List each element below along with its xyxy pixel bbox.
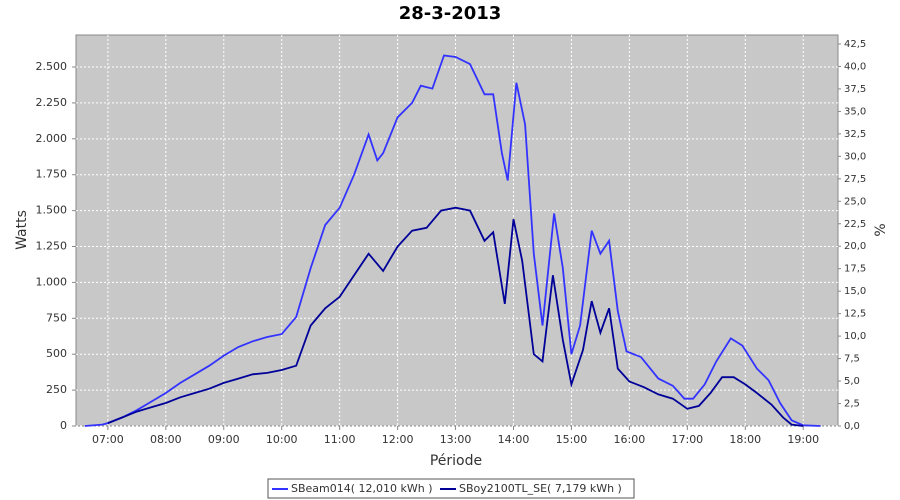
y2-tick-label: 15,0 <box>844 286 866 297</box>
x-tick-label: 13:00 <box>440 433 472 446</box>
y2-axis-label: % <box>873 223 889 236</box>
y2-tick-label: 12,5 <box>844 309 866 320</box>
y-tick-label: 1.250 <box>36 240 68 253</box>
plot-area <box>75 34 839 427</box>
y2-tick-label: 37,5 <box>844 84 866 95</box>
y2-tick-label: 30,0 <box>844 151 866 162</box>
y-tick-label: 2.000 <box>36 132 68 145</box>
x-tick-label: 07:00 <box>92 433 124 446</box>
y2-tick-label: 0,0 <box>844 421 860 432</box>
x-tick-label: 15:00 <box>556 433 588 446</box>
x-tick-label: 11:00 <box>324 433 356 446</box>
y2-tick-label: 17,5 <box>844 264 866 275</box>
y-tick-label: 2.500 <box>36 60 68 73</box>
x-tick-label: 10:00 <box>266 433 298 446</box>
x-tick-label: 16:00 <box>614 433 646 446</box>
x-tick-label: 08:00 <box>150 433 182 446</box>
x-tick-label: 14:00 <box>498 433 530 446</box>
y2-tick-label: 35,0 <box>844 106 866 117</box>
y2-tick-label: 42,5 <box>844 39 866 50</box>
series-line <box>107 206 804 427</box>
x-tick-label: 09:00 <box>208 433 240 446</box>
y2-tick-label: 7,5 <box>844 354 860 365</box>
legend-label: SBoy2100TL_SE( 7,179 kWh ) <box>459 482 622 495</box>
y2-tick-label: 5,0 <box>844 376 860 387</box>
y-tick-label: 500 <box>46 347 67 360</box>
legend-label: SBeam014( 12,010 kWh ) <box>291 482 433 495</box>
y-axis-label: Watts <box>14 210 30 250</box>
y-tick-label: 1.000 <box>36 275 68 288</box>
x-tick-label: 19:00 <box>787 433 819 446</box>
y2-tick-label: 2,5 <box>844 399 860 410</box>
y-tick-label: 2.250 <box>36 96 68 109</box>
y2-tick-label: 10,0 <box>844 331 866 342</box>
y-tick-label: 1.500 <box>36 204 68 217</box>
series-line <box>84 54 821 427</box>
y-tick-label: 750 <box>46 311 67 324</box>
y2-tick-label: 22,5 <box>844 219 866 230</box>
y-tick-label: 250 <box>46 383 67 396</box>
y2-tick-label: 32,5 <box>844 129 866 140</box>
y-tick-label: 0 <box>60 419 67 432</box>
y2-tick-label: 25,0 <box>844 196 866 207</box>
chart-title: 28-3-2013 <box>399 3 502 24</box>
y2-tick-label: 27,5 <box>844 174 866 185</box>
x-tick-label: 12:00 <box>382 433 414 446</box>
y-tick-label: 1.750 <box>36 168 68 181</box>
y2-tick-label: 20,0 <box>844 241 866 252</box>
x-tick-label: 18:00 <box>729 433 761 446</box>
y2-tick-label: 40,0 <box>844 61 866 72</box>
x-axis-label: Période <box>430 453 482 469</box>
x-tick-label: 17:00 <box>671 433 703 446</box>
